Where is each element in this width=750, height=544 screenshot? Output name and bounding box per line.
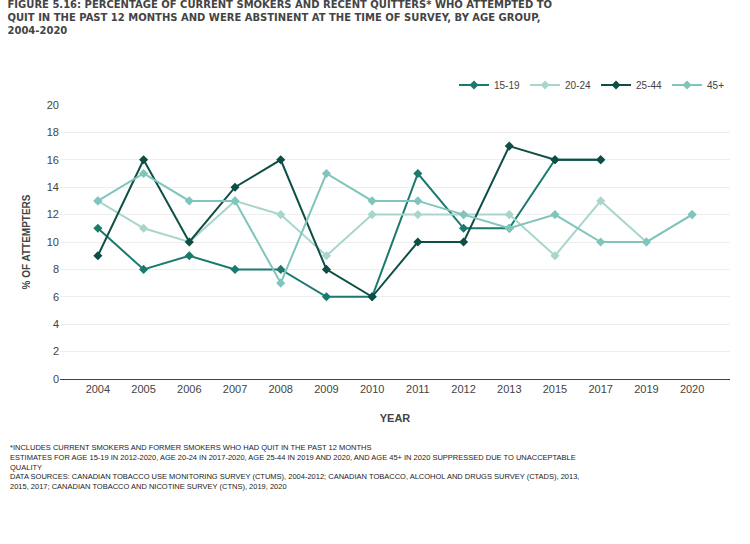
svg-text:2017: 2017 [588, 383, 612, 395]
svg-text:2012: 2012 [451, 383, 475, 395]
svg-text:16: 16 [47, 154, 59, 166]
svg-text:2011: 2011 [406, 383, 430, 395]
svg-text:14: 14 [47, 181, 59, 193]
svg-text:% OF ATTEMPTERS: % OF ATTEMPTERS [21, 194, 32, 289]
svg-text:2019: 2019 [634, 383, 658, 395]
svg-text:4: 4 [53, 318, 59, 330]
svg-text:*INCLUDES CURRENT SMOKERS AND: *INCLUDES CURRENT SMOKERS AND FORMER SMO… [10, 443, 579, 491]
svg-text:18: 18 [47, 126, 59, 138]
svg-text:FIGURE 5.16: PERCENTAGE OF CUR: FIGURE 5.16: PERCENTAGE OF CURRENT SMOKE… [8, 0, 553, 36]
svg-text:2004: 2004 [86, 383, 110, 395]
svg-text:8: 8 [53, 263, 59, 275]
svg-text:20-24: 20-24 [565, 80, 591, 91]
svg-text:0: 0 [53, 373, 59, 385]
svg-text:2005: 2005 [131, 383, 155, 395]
svg-text:10: 10 [47, 236, 59, 248]
svg-text:2020: 2020 [680, 383, 704, 395]
svg-text:2008: 2008 [268, 383, 292, 395]
svg-text:2009: 2009 [314, 383, 338, 395]
svg-text:2010: 2010 [360, 383, 384, 395]
svg-text:20: 20 [47, 99, 59, 111]
svg-text:2: 2 [53, 345, 59, 357]
svg-text:2015: 2015 [543, 383, 567, 395]
svg-text:2006: 2006 [177, 383, 201, 395]
svg-text:25-44: 25-44 [636, 80, 662, 91]
svg-text:12: 12 [47, 208, 59, 220]
svg-text:6: 6 [53, 291, 59, 303]
svg-text:2013: 2013 [497, 383, 521, 395]
svg-text:YEAR: YEAR [380, 412, 411, 424]
svg-text:45+: 45+ [707, 80, 724, 91]
svg-text:15-19: 15-19 [494, 80, 520, 91]
svg-text:2007: 2007 [223, 383, 247, 395]
